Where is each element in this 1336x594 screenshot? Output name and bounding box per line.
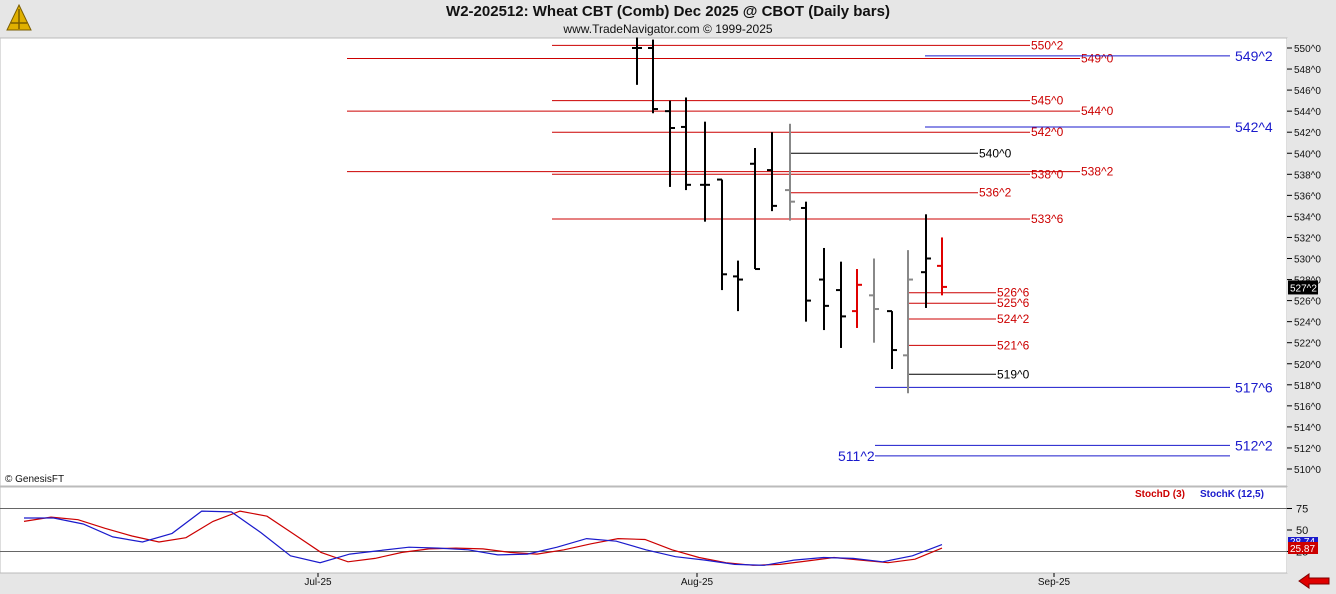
y-tick-label: 542^0: [1294, 128, 1321, 139]
genesis-logo-icon: [4, 3, 34, 38]
level-lines: 550^2 549^0 549^2 545^0 544^0 542^4 542^0 540^0…: [347, 38, 1273, 464]
last-price-label: 527^2: [1290, 283, 1317, 294]
y-tick-label: 514^0: [1294, 423, 1321, 434]
indicator-axis: [1287, 487, 1336, 573]
y-tick-label: 510^0: [1294, 465, 1321, 476]
x-tick-label: Jul-25: [304, 577, 332, 588]
x-tick-label: Sep-25: [1038, 577, 1071, 588]
y-tick-label: 548^0: [1294, 65, 1321, 76]
y-tick-label: 524^0: [1294, 318, 1321, 329]
y-tick-label: 538^0: [1294, 170, 1321, 181]
y-tick-label: 540^0: [1294, 149, 1321, 160]
level-label: 545^0: [1031, 94, 1064, 108]
copyright-label: © GenesisFT: [5, 474, 65, 485]
level-label: 549^0: [1081, 52, 1114, 66]
level-label: 538^2: [1081, 165, 1114, 179]
chart-title: W2-202512: Wheat CBT (Comb) Dec 2025 @ C…: [446, 3, 890, 20]
stochastic-panel: 255075StochD (3)StochK (12,5)28.7425.87: [0, 489, 1318, 566]
ohlc-bars: [632, 37, 947, 394]
level-label: 512^2: [1235, 437, 1273, 453]
last-price-marker: 527^2: [1288, 280, 1318, 295]
y-tick-label: 546^0: [1294, 86, 1321, 97]
level-label: 521^6: [997, 338, 1030, 352]
level-label: 549^2: [1235, 48, 1273, 64]
y-tick-label: 536^0: [1294, 191, 1321, 202]
stoch-y-tick-label: 75: [1296, 504, 1308, 516]
stoch-y-tick-label: 50: [1296, 525, 1308, 537]
price-panel: [0, 37, 1288, 487]
level-label: 524^2: [997, 312, 1030, 326]
y-tick-label: 526^0: [1294, 297, 1321, 308]
indicator-panel: [0, 486, 1288, 574]
stoch-series-line: [24, 510, 943, 566]
legend-stochk: StochK (12,5): [1200, 489, 1264, 500]
level-label: 526^6: [997, 286, 1030, 300]
level-label: 519^0: [997, 367, 1030, 381]
price-axis: [1287, 38, 1336, 486]
level-label: 542^0: [1031, 125, 1064, 139]
y-tick-label: 516^0: [1294, 402, 1321, 413]
y-tick-label: 518^0: [1294, 381, 1321, 392]
stoch-d-last-value: 25.87: [1290, 544, 1315, 555]
chart-subtitle: www.TradeNavigator.com © 1999-2025: [563, 22, 773, 36]
level-label: 540^0: [979, 146, 1012, 160]
price-y-ticks: 510^0 512^0 514^0 516^0 518^0 520^0 522^0 524^0…: [1287, 44, 1321, 476]
level-label: 544^0: [1081, 104, 1114, 118]
level-label: 550^2: [1031, 38, 1064, 52]
y-tick-label: 550^0: [1294, 44, 1321, 55]
y-tick-label: 512^0: [1294, 444, 1321, 455]
stoch-series-line: [23, 510, 943, 566]
y-tick-label: 520^0: [1294, 360, 1321, 371]
level-label: 538^0: [1031, 167, 1064, 181]
stoch-d-last-box: [1288, 542, 1318, 554]
y-tick-label: 522^0: [1294, 339, 1321, 350]
legend-stochd: StochD (3): [1135, 489, 1185, 500]
date-x-ticks: Jul-25 Aug-25 Sep-25: [304, 573, 1071, 588]
last-price-box: [1288, 280, 1318, 295]
level-label: 517^6: [1235, 379, 1273, 395]
level-label: 536^2: [979, 186, 1012, 200]
level-label: 533^6: [1031, 212, 1064, 226]
level-label: 542^4: [1235, 119, 1273, 135]
y-tick-label: 530^0: [1294, 255, 1321, 266]
level-label: 525^6: [997, 296, 1030, 310]
x-tick-label: Aug-25: [681, 577, 714, 588]
y-tick-label: 544^0: [1294, 107, 1321, 118]
level-label: 511^2: [838, 448, 875, 464]
y-tick-label: 532^0: [1294, 233, 1321, 244]
back-arrow-icon[interactable]: [1298, 573, 1330, 594]
y-tick-label: 534^0: [1294, 212, 1321, 223]
